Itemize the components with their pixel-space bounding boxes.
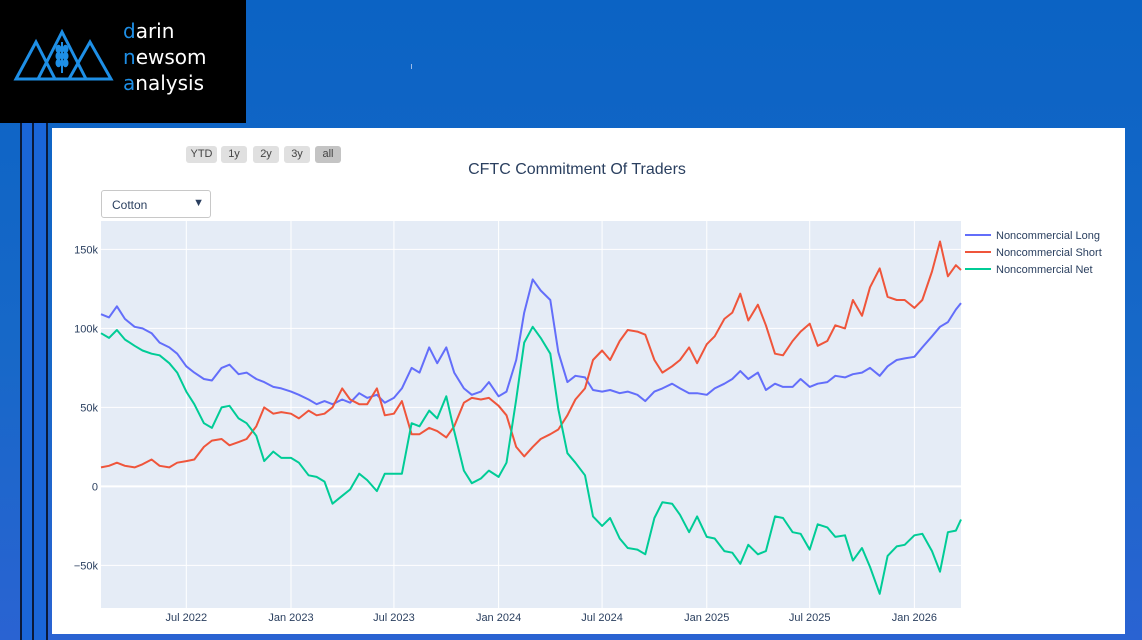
y-tick-label: −50k <box>74 560 99 572</box>
range-button-ytd[interactable]: YTD <box>186 146 217 163</box>
y-tick-label: 50k <box>80 402 98 414</box>
plot-area <box>101 221 961 608</box>
logo-wordmark: darin newsom analysis <box>123 19 207 95</box>
commodity-dropdown-value: Cotton <box>112 198 148 212</box>
logo-mountains-icon <box>13 29 114 81</box>
y-tick-label: 100k <box>74 323 98 335</box>
y-tick-label: 0 <box>92 481 98 493</box>
range-button-1y[interactable]: 1y <box>221 146 247 163</box>
legend-item-noncommercial-long: Noncommercial Long <box>996 230 1100 242</box>
x-tick-label: Jul 2023 <box>373 612 415 624</box>
range-button-all[interactable]: all <box>315 146 341 163</box>
range-button-3y[interactable]: 3y <box>284 146 310 163</box>
legend-item-noncommercial-net: Noncommercial Net <box>996 264 1093 276</box>
x-tick-label: Jan 2025 <box>684 612 729 624</box>
divider-mark <box>411 64 412 69</box>
side-strip-line <box>20 123 22 640</box>
x-tick-label: Jul 2025 <box>789 612 831 624</box>
series-line-noncommercial-short <box>100 240 962 469</box>
chevron-down-icon: ▼ <box>193 197 204 209</box>
chart-title: CFTC Commitment Of Traders <box>468 161 686 178</box>
y-tick-label: 150k <box>74 244 98 256</box>
series-line-noncommercial-long <box>100 278 962 406</box>
x-tick-label: Jul 2024 <box>581 612 623 624</box>
legend-item-noncommercial-short: Noncommercial Short <box>996 247 1102 259</box>
range-button-2y[interactable]: 2y <box>253 146 279 163</box>
x-tick-label: Jan 2023 <box>268 612 313 624</box>
x-tick-label: Jul 2022 <box>166 612 208 624</box>
side-strip-band <box>34 123 46 640</box>
side-strip-line <box>46 123 48 640</box>
x-tick-label: Jan 2024 <box>476 612 521 624</box>
series-line-noncommercial-net <box>100 325 962 595</box>
commodity-dropdown[interactable]: Cotton ▼ <box>101 190 211 218</box>
side-strip-line <box>32 123 34 640</box>
side-strip-band <box>22 123 32 640</box>
x-tick-label: Jan 2026 <box>892 612 937 624</box>
logo: darin newsom analysis <box>0 0 246 123</box>
